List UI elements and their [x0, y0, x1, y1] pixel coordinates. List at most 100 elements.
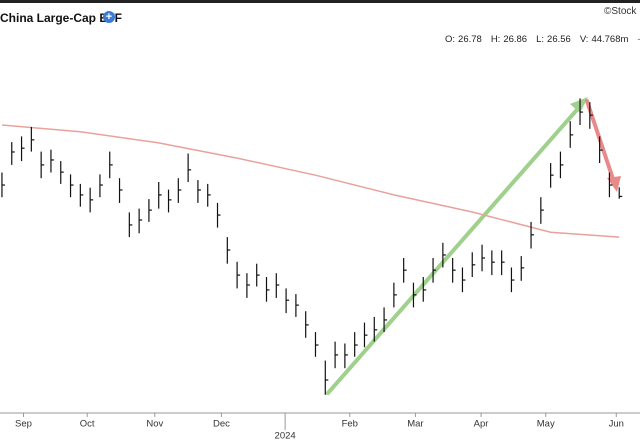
ohlc-bar: [285, 288, 290, 314]
ohlc-bar: [422, 277, 427, 302]
moving-average: [1, 124, 620, 238]
year-tick-label: 2024: [275, 431, 296, 442]
x-tick-label: Mar: [407, 419, 423, 430]
ohlc-bar: [461, 267, 466, 293]
ohlc-bar: [128, 212, 133, 238]
ohlc-bar: [491, 250, 495, 276]
ohlc-bar: [373, 316, 378, 342]
quote-item: O: 26.78: [445, 34, 482, 45]
quote-item: L: 26.56: [536, 34, 571, 45]
ohlc-bar: [256, 263, 260, 287]
ohlc-bar: [138, 208, 143, 234]
ohlc-bar: [471, 252, 476, 277]
ohlc-bar: [89, 187, 94, 213]
ohlc-bar: [608, 172, 613, 198]
ohlc-bar: [20, 136, 25, 162]
ohlc-bar: [481, 244, 486, 272]
chart-title: China Large-Cap ETF: [0, 11, 123, 25]
ohlc-bar: [265, 277, 270, 302]
ohlc-bar: [236, 261, 241, 289]
x-tick-label: Dec: [213, 419, 230, 430]
ohlc-bar: [187, 153, 192, 182]
ohlc-bar: [599, 136, 603, 163]
ohlc-bar: [109, 151, 113, 179]
quote-value: 44.768m: [591, 34, 629, 45]
ohlc-bar: [305, 311, 309, 338]
axis-layer: Sep Oct Nov Dec Feb Mar Apr May Jun 2024: [15, 413, 624, 442]
top-bar: [0, 0, 640, 3]
ohlc-bar: [99, 174, 103, 198]
add-button[interactable]: +: [103, 11, 115, 23]
ohlc-bar: [432, 258, 437, 283]
ohlc-bar: [207, 183, 211, 207]
watermark: ©Stock: [604, 6, 637, 17]
ohlc-bar: [403, 258, 407, 283]
quote-change: -0.: [637, 34, 640, 45]
quote-value: 26.56: [547, 34, 571, 45]
x-tick-label: Apr: [474, 419, 489, 430]
ohlc-bar: [344, 343, 348, 369]
ohlc-bar: [334, 341, 339, 369]
ohlc-bar: [618, 187, 623, 199]
quote-label: L:: [536, 34, 545, 45]
quote-value: 26.78: [458, 34, 482, 45]
ohlc-bar: [442, 242, 446, 268]
trend-arrow: [326, 102, 584, 395]
ohlc-bar: [540, 197, 544, 224]
ohlc-bar: [226, 237, 231, 264]
x-tick-label: May: [537, 419, 555, 430]
quote-label: H:: [490, 34, 501, 45]
ohlc-bar: [393, 282, 397, 308]
ohlc-bar: [324, 360, 329, 395]
quote-value: 26.86: [503, 34, 528, 45]
ohlc-bar: [197, 180, 201, 203]
x-tick-label: Nov: [146, 419, 163, 430]
ohlc-bar: [167, 189, 172, 213]
ohlc-bar: [579, 98, 584, 125]
ohlc-bar: [69, 174, 74, 198]
quote-label: V:: [579, 34, 589, 45]
ohlc-bar: [559, 151, 564, 179]
ohlc-bar: [1, 172, 5, 198]
quote-label: O:: [445, 34, 456, 45]
ohlc-bar: [363, 322, 368, 348]
ohlc-bar: [501, 250, 505, 276]
x-tick-label: Sep: [15, 419, 32, 430]
ohlc-bar: [40, 151, 45, 179]
ohlc-bar: [295, 294, 299, 317]
quote-item: V: 44.768m: [580, 34, 629, 45]
quote-item: H: 26.86: [491, 34, 527, 45]
ohlc-bar: [158, 182, 162, 209]
ohlc-bar: [452, 258, 456, 283]
ohlc-bar: [79, 183, 84, 207]
ohlc-bar: [60, 161, 64, 184]
arrow-head: [570, 97, 588, 113]
ohlc-bar: [510, 267, 515, 293]
ohlc-bar: [177, 178, 182, 203]
x-tick-label: Oct: [80, 419, 95, 430]
ohlc-bar: [50, 149, 54, 173]
ohlc-bar: [412, 282, 417, 308]
ohlc-bar: [11, 142, 15, 165]
ohlc-bar: [148, 199, 152, 222]
ohlc-bar: [589, 102, 593, 129]
x-tick-label: Jun: [609, 419, 624, 430]
ohlc-bar: [246, 273, 250, 298]
ohlc-bar: [118, 178, 123, 203]
ohlc-bar: [354, 332, 358, 357]
ohlc-bar: [383, 307, 388, 333]
trend-arrow: [585, 99, 616, 184]
ohlc-bar: [314, 332, 319, 357]
ohlc-bar: [520, 256, 525, 281]
ohlc-bar: [550, 163, 554, 188]
x-tick-label: Feb: [342, 419, 358, 430]
ohlc-bar: [216, 202, 221, 228]
ohlc-bar: [30, 126, 35, 152]
ohlc-bar: [530, 221, 535, 249]
ohlc-bar: [275, 273, 280, 298]
quote-row: O:26.78 H:26.86 L:26.56 V:44.768m -0.: [445, 34, 640, 45]
ohlc-bar: [569, 121, 574, 148]
arrow-head: [607, 176, 621, 192]
